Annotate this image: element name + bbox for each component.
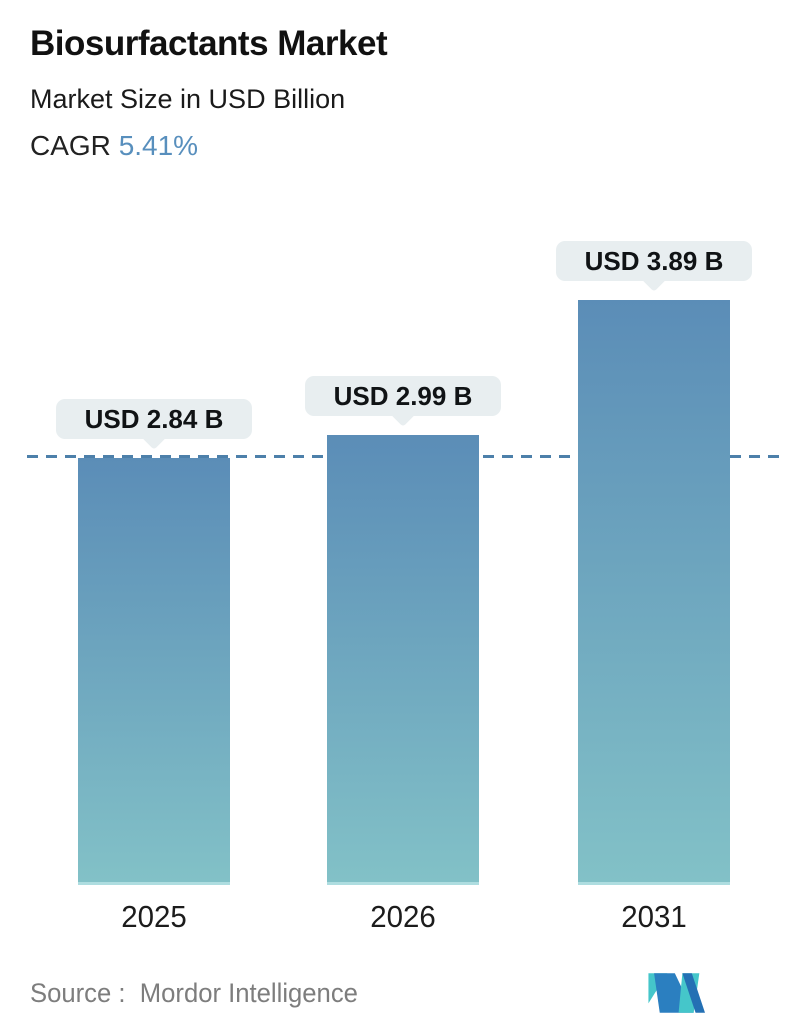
- bar-2026: [327, 435, 479, 885]
- cagr-value: 5.41%: [118, 130, 199, 161]
- mordor-intelligence-logo-icon: [648, 973, 705, 1013]
- value-badge-2031: USD 3.89 B: [556, 241, 752, 292]
- x-axis-label-2025: 2025: [121, 899, 187, 934]
- value-badge-2025: USD 2.84 B: [56, 399, 252, 450]
- chart-header: Biosurfactants Market Market Size in USD…: [30, 24, 388, 162]
- value-badge-label: USD 3.89 B: [584, 246, 724, 276]
- chart-subtitle: Market Size in USD Billion: [30, 84, 346, 114]
- bar-group-2031: USD 3.89 B 2031: [556, 0, 752, 934]
- bar-group-2026: USD 2.99 B 2026: [305, 0, 501, 934]
- bar-2031: [578, 300, 730, 885]
- x-axis-label-2031: 2031: [621, 899, 687, 934]
- value-badge-label: USD 2.99 B: [333, 381, 473, 411]
- value-badge-2026: USD 2.99 B: [305, 376, 501, 427]
- bar-2025: [78, 458, 230, 885]
- source-caption: Source : Mordor Intelligence: [30, 978, 358, 1008]
- x-axis-label-2026: 2026: [370, 899, 436, 934]
- page-title: Biosurfactants Market: [30, 24, 388, 63]
- value-badge-label: USD 2.84 B: [84, 404, 224, 434]
- cagr-line: CAGR 5.41%: [30, 130, 387, 162]
- bar-group-2025: USD 2.84 B 2025: [56, 0, 252, 934]
- cagr-label: CAGR: [30, 130, 111, 161]
